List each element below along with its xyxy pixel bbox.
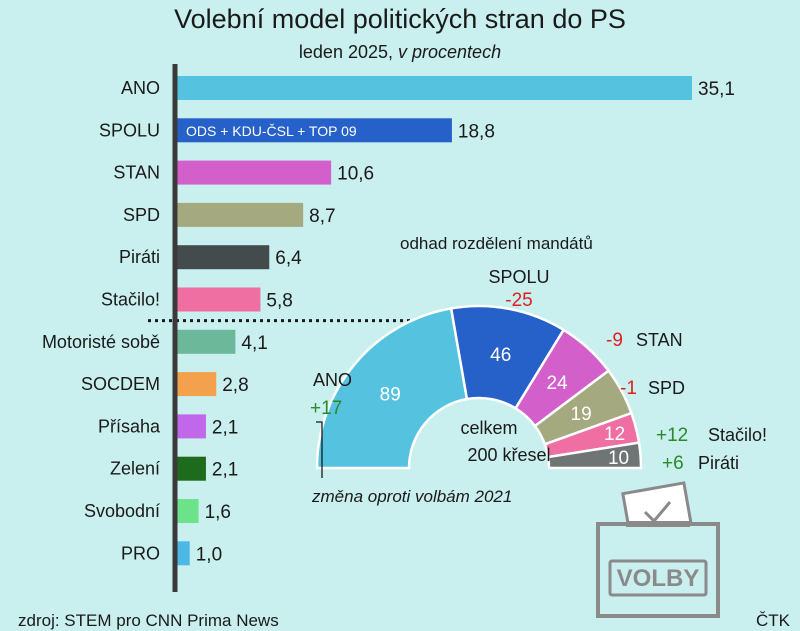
seat-chart-title: odhad rozdělení mandátů bbox=[400, 234, 593, 253]
credit-note: ČTK bbox=[756, 611, 790, 630]
value-label-zeleni: 2,1 bbox=[212, 460, 238, 481]
bar-chart: ANO 35,1 SPOLU 18,8 ODS + KDU-ČSL + TOP 09 ST… bbox=[42, 64, 735, 592]
bar-zeleni bbox=[175, 456, 206, 481]
seat-total-count: 200 křesel bbox=[467, 445, 550, 465]
bar-spolu bbox=[175, 118, 452, 143]
bar-stan bbox=[175, 160, 332, 185]
ballot-box-icon: VOLBY bbox=[596, 481, 720, 618]
bar-annotation-spolu: ODS + KDU-ČSL + TOP 09 bbox=[186, 123, 357, 139]
seat-count-stan: 24 bbox=[546, 373, 568, 394]
subtitle-unit: v procentech bbox=[398, 42, 502, 62]
category-label-stacilo: Stačilo! bbox=[101, 290, 160, 310]
bar-socdem bbox=[175, 372, 217, 397]
seat-party-stacilo: Stačilo! bbox=[708, 425, 767, 445]
seat-party-ano: ANO bbox=[313, 370, 352, 390]
seat-change-stacilo: +12 bbox=[656, 425, 688, 446]
category-label-prisaha: Přísaha bbox=[98, 416, 161, 436]
value-label-motoriste-sobe: 4,1 bbox=[241, 333, 267, 354]
value-label-svobodni: 1,6 bbox=[205, 502, 231, 523]
bar-pirati bbox=[175, 245, 270, 270]
seat-change-spolu: -25 bbox=[505, 290, 532, 311]
bar-svobodni bbox=[175, 499, 199, 523]
category-label-socdem: SOCDEM bbox=[81, 374, 160, 394]
seat-count-stacilo: 12 bbox=[604, 424, 625, 445]
seat-segment-pirati bbox=[546, 441, 643, 470]
bar-pro bbox=[175, 541, 190, 566]
seat-count-ano: 89 bbox=[380, 384, 401, 405]
subtitle-date: leden 2025, bbox=[298, 42, 393, 62]
bar-prisaha bbox=[175, 414, 206, 439]
note-leader-line bbox=[316, 421, 323, 478]
seat-change-spd: -1 bbox=[620, 378, 637, 399]
bar-motoriste-sobe bbox=[175, 329, 236, 354]
value-label-pro: 1,0 bbox=[196, 544, 222, 565]
category-label-spd: SPD bbox=[123, 205, 160, 225]
seat-party-pirati: Piráti bbox=[698, 453, 739, 473]
value-label-socdem: 2,8 bbox=[222, 375, 248, 396]
chart-subtitle: leden 2025, v procentech bbox=[0, 42, 800, 63]
ballot-box-body bbox=[596, 522, 720, 618]
bar-ano bbox=[175, 76, 692, 100]
category-label-spolu: SPOLU bbox=[99, 120, 160, 140]
chart-title: Volební model politických stran do PS bbox=[174, 4, 626, 34]
value-label-stan: 10,6 bbox=[337, 164, 374, 185]
seat-count-pirati: 10 bbox=[608, 448, 629, 469]
seat-change-ano: +17 bbox=[310, 398, 342, 419]
seat-change-stan: -9 bbox=[606, 330, 623, 351]
category-label-stan: STAN bbox=[113, 163, 160, 183]
category-label-svobodni: Svobodní bbox=[84, 501, 160, 521]
ballot-box-label: VOLBY bbox=[617, 565, 700, 592]
ballot-box-label-frame bbox=[608, 559, 708, 597]
value-label-spd: 8,7 bbox=[309, 206, 335, 227]
value-label-spolu: 18,8 bbox=[458, 121, 495, 142]
seat-change-note: změna oproti volbám 2021 bbox=[311, 487, 512, 506]
source-note: zdroj: STEM pro CNN Prima News bbox=[18, 611, 279, 630]
category-label-motoriste-sobe: Motoristé sobě bbox=[42, 332, 160, 352]
seat-count-spd: 19 bbox=[571, 404, 592, 425]
seat-segment-ano bbox=[315, 306, 469, 470]
category-label-ano: ANO bbox=[121, 78, 160, 98]
seat-count-spolu: 46 bbox=[490, 345, 511, 366]
value-label-prisaha: 2,1 bbox=[212, 417, 238, 438]
seat-change-pirati: +6 bbox=[662, 453, 684, 474]
seat-party-spd: SPD bbox=[648, 378, 685, 398]
category-label-pirati: Piráti bbox=[119, 247, 160, 267]
seat-party-stan: STAN bbox=[636, 330, 683, 350]
value-label-ano: 35,1 bbox=[698, 79, 735, 100]
category-label-pro: PRO bbox=[121, 543, 160, 563]
value-label-stacilo: 5,8 bbox=[266, 291, 292, 312]
value-label-pirati: 6,4 bbox=[275, 248, 302, 269]
bar-spd bbox=[175, 202, 304, 227]
seat-total-label: celkem bbox=[460, 418, 517, 438]
category-label-zeleni: Zelení bbox=[110, 459, 160, 479]
bar-stacilo bbox=[175, 287, 261, 312]
seat-party-spolu: SPOLU bbox=[488, 267, 549, 287]
